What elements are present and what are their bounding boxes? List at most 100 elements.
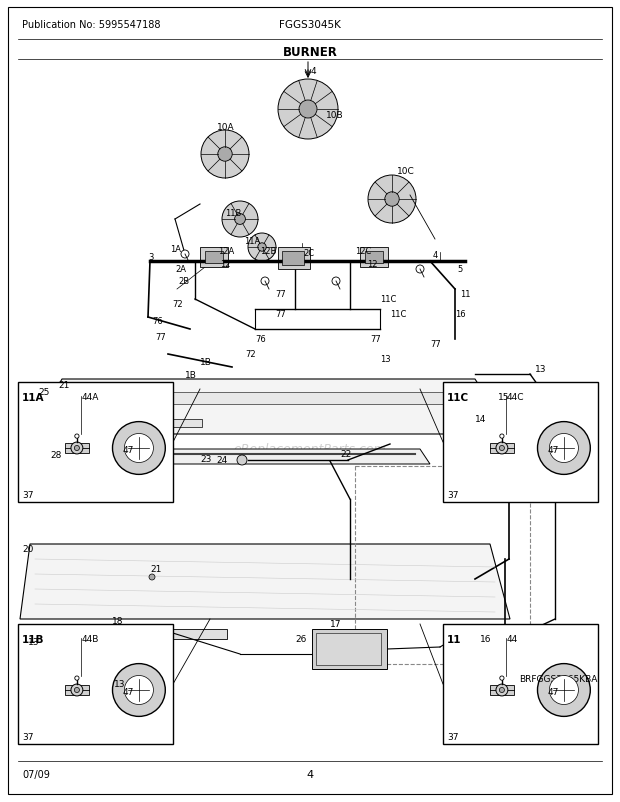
Bar — [88, 461, 138, 469]
Text: 28: 28 — [50, 451, 61, 460]
Text: 12: 12 — [220, 260, 231, 269]
Bar — [490, 410, 528, 461]
Text: BURNER: BURNER — [283, 46, 337, 59]
Text: 77: 77 — [275, 290, 286, 299]
Text: 14: 14 — [475, 415, 486, 424]
Bar — [118, 630, 140, 664]
Text: 2B: 2B — [178, 277, 189, 286]
Text: FGGS3045K: FGGS3045K — [279, 20, 341, 30]
Bar — [443, 624, 598, 744]
Text: 77: 77 — [370, 335, 381, 344]
Text: 37: 37 — [447, 732, 459, 741]
Circle shape — [222, 202, 258, 237]
Circle shape — [218, 148, 232, 162]
Circle shape — [234, 214, 246, 225]
Text: 4: 4 — [433, 251, 438, 260]
Text: BRFGGS3065KBA: BRFGGS3065KBA — [520, 674, 598, 683]
Text: 72: 72 — [245, 350, 255, 359]
Bar — [70, 392, 460, 404]
Text: 11: 11 — [447, 634, 461, 644]
Text: 25: 25 — [38, 388, 50, 397]
Text: 16: 16 — [480, 634, 492, 644]
Text: 24: 24 — [217, 456, 228, 465]
Bar — [316, 634, 381, 665]
Circle shape — [499, 446, 505, 451]
Circle shape — [549, 675, 578, 705]
Text: 12B: 12B — [260, 247, 277, 256]
Text: 2C: 2C — [303, 248, 314, 257]
Text: 77: 77 — [275, 310, 286, 319]
Circle shape — [112, 664, 166, 716]
Bar — [490, 685, 514, 695]
Text: 13: 13 — [535, 365, 546, 374]
Bar — [360, 248, 388, 268]
Text: 76: 76 — [152, 317, 162, 326]
Text: 20: 20 — [22, 545, 33, 554]
Circle shape — [499, 687, 505, 693]
Text: 37: 37 — [447, 490, 459, 500]
Text: 11A: 11A — [22, 392, 45, 403]
Bar — [443, 383, 598, 502]
Text: Publication No: 5995547188: Publication No: 5995547188 — [22, 20, 161, 30]
Text: 37: 37 — [22, 490, 33, 500]
Circle shape — [496, 443, 508, 455]
Bar — [312, 630, 387, 669]
Circle shape — [538, 664, 590, 716]
Circle shape — [71, 443, 83, 455]
Circle shape — [74, 687, 79, 693]
Text: 44: 44 — [507, 634, 518, 643]
Text: 21: 21 — [58, 381, 69, 390]
Circle shape — [332, 277, 340, 286]
Bar — [282, 252, 304, 265]
Circle shape — [385, 192, 399, 207]
Text: 47: 47 — [123, 446, 134, 455]
Text: eReplacementParts.com: eReplacementParts.com — [234, 443, 386, 456]
Text: 1B: 1B — [200, 358, 212, 367]
Text: 26: 26 — [295, 634, 306, 644]
Text: 17: 17 — [330, 620, 342, 629]
Circle shape — [538, 422, 590, 475]
Bar — [365, 252, 383, 264]
Text: 22: 22 — [340, 450, 352, 459]
Text: 11A: 11A — [244, 237, 260, 246]
Circle shape — [75, 435, 79, 439]
Circle shape — [181, 251, 189, 259]
Text: 18: 18 — [112, 617, 123, 626]
Circle shape — [69, 395, 75, 400]
Circle shape — [125, 463, 131, 468]
Text: 4: 4 — [306, 769, 314, 779]
Text: 11C: 11C — [447, 392, 469, 403]
Circle shape — [237, 456, 247, 465]
Text: 21: 21 — [150, 565, 161, 573]
Text: 13: 13 — [380, 355, 391, 364]
Text: 11C: 11C — [380, 295, 396, 304]
Text: 13: 13 — [28, 638, 40, 646]
Bar — [22, 419, 202, 427]
Circle shape — [201, 131, 249, 179]
Circle shape — [112, 422, 166, 475]
Text: 12: 12 — [367, 260, 378, 269]
Text: 13: 13 — [114, 679, 126, 689]
Text: 77: 77 — [430, 340, 441, 349]
Circle shape — [75, 676, 79, 680]
Circle shape — [261, 277, 269, 286]
Text: 47: 47 — [547, 687, 559, 697]
Polygon shape — [30, 379, 510, 435]
Text: 2A: 2A — [175, 265, 186, 274]
Bar — [205, 252, 223, 264]
Circle shape — [504, 431, 514, 440]
Text: 1A: 1A — [170, 244, 181, 253]
Text: 11B: 11B — [22, 634, 45, 644]
Circle shape — [74, 446, 79, 451]
Circle shape — [95, 463, 101, 468]
Text: 4: 4 — [310, 67, 316, 76]
Text: 07/09: 07/09 — [22, 769, 50, 779]
Text: 11B: 11B — [225, 209, 241, 218]
Text: 3: 3 — [148, 253, 153, 262]
Text: 10C: 10C — [397, 168, 415, 176]
Circle shape — [248, 233, 276, 261]
Circle shape — [470, 644, 480, 654]
Circle shape — [500, 435, 504, 439]
Text: 10A: 10A — [217, 123, 234, 132]
Text: 5: 5 — [457, 265, 463, 274]
